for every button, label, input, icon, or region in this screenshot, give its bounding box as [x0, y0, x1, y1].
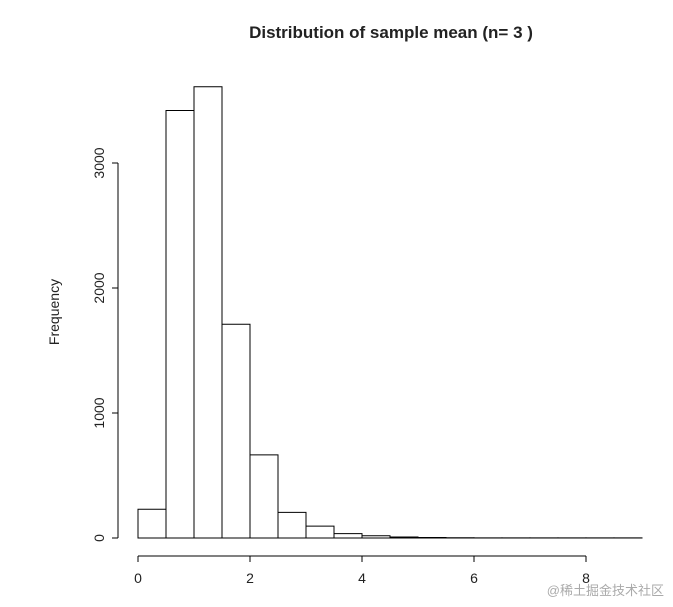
y-axis-label: Frequency — [46, 279, 62, 345]
histogram-bar-4 — [250, 455, 278, 538]
histogram-bar-10 — [418, 538, 446, 539]
histogram-bar-0 — [138, 509, 166, 538]
y-tick-label-1: 1000 — [91, 397, 107, 428]
watermark-text: @稀土掘金技术社区 — [547, 583, 664, 598]
y-tick-label-0: 0 — [91, 534, 107, 542]
bars-group — [138, 87, 642, 538]
histogram-bar-8 — [362, 536, 390, 538]
y-tick-label-3: 3000 — [91, 147, 107, 178]
x-tick-label-3: 6 — [470, 570, 478, 586]
histogram-bar-6 — [306, 526, 334, 538]
y-tick-label-2: 2000 — [91, 272, 107, 303]
histogram-bar-3 — [222, 324, 250, 538]
chart-title: Distribution of sample mean (n= 3 ) — [249, 23, 533, 42]
x-tick-label-2: 4 — [358, 570, 366, 586]
histogram-bar-7 — [334, 534, 362, 538]
histogram-bar-1 — [166, 111, 194, 539]
x-tick-label-0: 0 — [134, 570, 142, 586]
histogram-bar-2 — [194, 87, 222, 538]
histogram-bar-9 — [390, 537, 418, 538]
x-tick-label-1: 2 — [246, 570, 254, 586]
y-axis: 0 1000 2000 3000 — [91, 147, 118, 542]
histogram-bar-5 — [278, 512, 306, 538]
